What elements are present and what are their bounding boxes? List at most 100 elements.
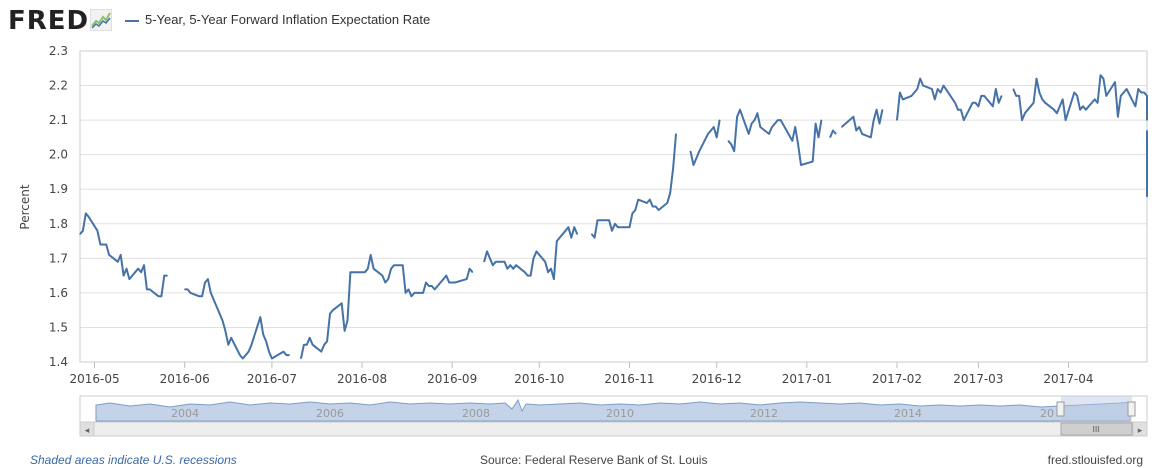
data-point [876, 109, 878, 111]
data-point [373, 268, 375, 270]
series-segment[interactable] [590, 133, 677, 239]
data-point [817, 136, 820, 138]
y-tick-label: 2.2 [49, 79, 68, 93]
navigator-right-handle[interactable] [1127, 401, 1136, 417]
data-point [492, 264, 494, 266]
data-point [123, 275, 125, 277]
series-legend[interactable]: 5-Year, 5-Year Forward Inflation Expecta… [125, 12, 430, 27]
data-point [509, 264, 511, 266]
series-segment[interactable] [896, 77, 1003, 122]
data-point [306, 344, 308, 346]
series-segment[interactable] [829, 129, 837, 138]
data-point [410, 295, 412, 297]
navigator-scrollbar-track[interactable] [79, 421, 1148, 437]
data-point [1117, 116, 1119, 118]
x-tick-label: 2017-04 [1043, 372, 1093, 386]
data-point [265, 340, 267, 342]
data-point [719, 119, 721, 121]
series-segment[interactable] [1012, 74, 1148, 122]
series-segment[interactable] [184, 278, 290, 360]
data-point [524, 271, 526, 273]
data-point [963, 119, 965, 121]
data-point [166, 275, 168, 277]
x-tick-label: 2016-06 [160, 372, 210, 386]
data-point [1105, 95, 1107, 97]
fred-url[interactable]: fred.stlouisfed.org [1047, 453, 1143, 467]
data-point [163, 275, 165, 277]
data-point [1035, 78, 1038, 80]
data-point [387, 278, 389, 280]
y-tick-label: 2.1 [49, 113, 68, 127]
y-tick-label: 1.9 [49, 182, 68, 196]
data-point [617, 226, 619, 228]
data-point [931, 88, 933, 90]
data-point [323, 344, 325, 346]
data-point [1059, 105, 1061, 107]
fred-logo[interactable]: FRED [8, 6, 90, 36]
navigator-selected-range[interactable] [1061, 396, 1132, 422]
series-segment[interactable] [689, 119, 721, 166]
series-segment[interactable] [300, 253, 474, 359]
data-point [425, 281, 427, 284]
y-tick-label: 1.7 [49, 251, 68, 265]
data-point [1056, 112, 1058, 114]
series-segment[interactable] [483, 226, 579, 281]
scrollbar-thumb[interactable] [1060, 422, 1133, 436]
data-point [364, 271, 366, 273]
data-point [1114, 81, 1116, 83]
data-point [771, 126, 773, 128]
data-point [972, 102, 974, 104]
data-point [352, 271, 354, 273]
data-point [835, 133, 837, 135]
series-segment[interactable] [841, 108, 884, 139]
x-tick-label: 2016-07 [247, 372, 297, 386]
data-point [777, 119, 779, 121]
data-point [125, 268, 128, 270]
data-point [320, 351, 322, 353]
data-point [271, 357, 273, 360]
scroll-left-button[interactable] [79, 421, 95, 437]
data-point [675, 133, 677, 135]
data-point [861, 133, 863, 135]
data-point [797, 143, 799, 145]
data-point [669, 192, 671, 194]
data-point [248, 351, 250, 353]
scrollbar-grip: III [1092, 425, 1099, 434]
data-point [1146, 95, 1148, 97]
data-point [1146, 112, 1148, 114]
data-point [512, 268, 514, 270]
navigator-year-label: 2014 [894, 407, 922, 420]
navigator-left-handle[interactable] [1056, 401, 1065, 417]
data-point [768, 133, 770, 135]
data-point [916, 88, 918, 90]
data-point [149, 288, 151, 290]
series-segment[interactable] [79, 212, 168, 298]
scroll-right-button[interactable] [1132, 421, 1148, 437]
data-point [937, 88, 939, 90]
data-point [913, 91, 916, 94]
data-point [739, 109, 741, 111]
data-point [652, 205, 654, 208]
navigator-year-label: 2010 [606, 407, 634, 420]
data-point [268, 351, 270, 353]
data-point [878, 123, 881, 125]
data-point [544, 261, 546, 263]
data-point [1082, 105, 1084, 107]
data-point [1146, 119, 1148, 121]
data-point [1053, 109, 1055, 111]
data-point [198, 295, 200, 297]
data-point [442, 278, 444, 280]
series-segment[interactable] [727, 108, 823, 166]
time-navigator[interactable]: 2004 2006 2008 2010 2012 2014 20 ◂ III ▸ [79, 395, 1148, 437]
data-point [672, 167, 674, 170]
data-point [1024, 112, 1026, 114]
data-point [820, 119, 823, 121]
series-line[interactable] [79, 74, 1148, 360]
y-tick-label: 1.8 [49, 217, 68, 231]
recession-note[interactable]: Shaded areas indicate U.S. recessions [30, 453, 237, 467]
data-point [157, 295, 160, 297]
data-point [977, 105, 980, 107]
data-point [1146, 192, 1148, 194]
data-point [1044, 102, 1046, 104]
data-point [713, 126, 715, 128]
